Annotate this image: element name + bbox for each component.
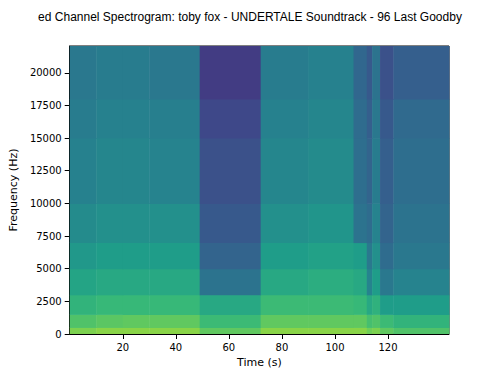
svg-text:80: 80: [276, 342, 289, 353]
svg-text:7500: 7500: [36, 231, 61, 242]
svg-text:20000: 20000: [30, 67, 62, 78]
svg-text:12500: 12500: [30, 165, 62, 176]
svg-text:20: 20: [116, 342, 129, 353]
svg-text:60: 60: [222, 342, 235, 353]
svg-text:15000: 15000: [30, 133, 62, 144]
svg-text:120: 120: [378, 342, 397, 353]
svg-text:5000: 5000: [36, 263, 61, 274]
svg-text:40: 40: [169, 342, 182, 353]
svg-text:10000: 10000: [30, 198, 62, 209]
svg-text:Frequency (Hz): Frequency (Hz): [7, 149, 20, 232]
svg-text:0: 0: [55, 329, 61, 340]
svg-text:17500: 17500: [30, 100, 62, 111]
svg-text:2500: 2500: [36, 296, 61, 307]
svg-text:Time (s): Time (s): [236, 356, 282, 369]
svg-text:100: 100: [325, 342, 344, 353]
svg-text:ed Channel Spectrogram: toby f: ed Channel Spectrogram: toby fox - UNDER…: [38, 10, 462, 24]
